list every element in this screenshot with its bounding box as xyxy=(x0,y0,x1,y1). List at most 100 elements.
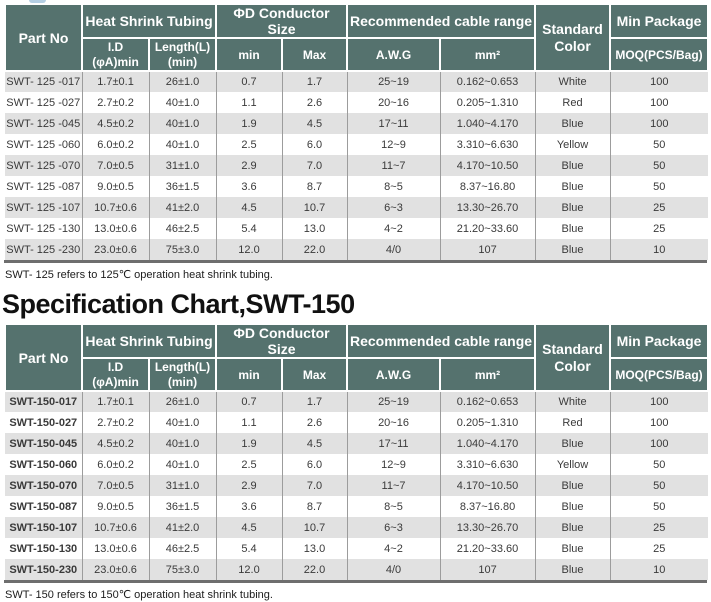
value-cell: 3.310~6.630 xyxy=(439,134,536,155)
table-row: SWT- 125 -017 1.7±0.1 26±1.0 0.7 1.7 25~19 0.1… xyxy=(5,71,709,92)
value-cell: 1.9 xyxy=(215,433,282,454)
value-cell: 0.7 xyxy=(215,71,282,92)
part-no-cell: SWT- 125 -060 xyxy=(6,138,81,151)
value-cell: 4~2 xyxy=(346,218,441,239)
part-no-cell: SWT- 125 -107 xyxy=(6,201,81,214)
length-line2: (min) xyxy=(167,54,198,69)
value-cell: 4.170~10.50 xyxy=(439,475,536,496)
table-row: SWT- 125 -230 23.0±0.6 75±3.0 12.0 22.0 4/0 10… xyxy=(5,239,709,260)
col-header-max: Max xyxy=(280,357,349,392)
table-row: SWT-150-060 6.0±0.2 40±1.0 2.5 6.0 12~9 3.310~… xyxy=(5,454,709,475)
value-cell: 17~11 xyxy=(346,113,441,134)
value-cell: 100 xyxy=(609,391,709,412)
col-header-awg: A.W.G xyxy=(346,357,442,392)
value-cell: 17~11 xyxy=(346,433,441,454)
value-cell: 0.7 xyxy=(215,391,282,412)
part-no-cell: SWT- 125 -017 xyxy=(6,76,81,88)
table-row: SWT-150-027 2.7±0.2 40±1.0 1.1 2.6 20~16 0.205… xyxy=(5,412,709,433)
value-cell: 12.0 xyxy=(215,559,282,580)
value-cell: Yellow xyxy=(534,134,611,155)
id-line1: I.D xyxy=(107,360,124,375)
value-cell: 23.0±0.6 xyxy=(81,559,149,580)
value-cell: 22.0 xyxy=(281,239,348,260)
value-cell: 100 xyxy=(609,92,709,113)
id-line2: (φA)min xyxy=(92,54,139,69)
value-cell: 31±1.0 xyxy=(148,475,216,496)
col-header-part-no: Part No xyxy=(4,3,83,72)
value-cell: 8.7 xyxy=(281,176,348,197)
value-cell: 40±1.0 xyxy=(148,113,216,134)
swt-150-table-body: SWT-150-017 1.7±0.1 26±1.0 0.7 1.7 25~19 0.162… xyxy=(5,391,709,580)
value-cell: Red xyxy=(534,412,611,433)
value-cell: 4.5 xyxy=(215,197,282,218)
value-cell: Blue xyxy=(534,155,611,176)
value-cell: 4~2 xyxy=(346,538,441,559)
value-cell: 1.040~4.170 xyxy=(439,433,536,454)
table-row: SWT-150-070 7.0±0.5 31±1.0 2.9 7.0 11~7 4.170~… xyxy=(5,475,709,496)
value-cell: 4.5 xyxy=(215,517,282,538)
value-cell: 1.1 xyxy=(215,412,282,433)
part-no-cell: SWT- 125 -230 xyxy=(6,243,81,256)
table-row: SWT- 125 -107 10.7±0.6 41±2.0 4.5 10.7 6~3 13.… xyxy=(5,197,709,218)
value-cell: 2.9 xyxy=(215,475,282,496)
value-cell: 9.0±0.5 xyxy=(81,176,149,197)
value-cell: 107 xyxy=(439,559,536,580)
value-cell: 1.7±0.1 xyxy=(81,391,149,412)
col-header-awg: A.W.G xyxy=(346,37,442,72)
value-cell: 3.6 xyxy=(215,496,282,517)
value-cell: 10.7±0.6 xyxy=(81,517,149,538)
value-cell: 10 xyxy=(609,559,709,580)
id-line2: (φA)min xyxy=(92,374,139,389)
value-cell: 5.4 xyxy=(215,538,282,559)
value-cell: 13.0±0.6 xyxy=(81,218,149,239)
table-row: SWT- 125 -087 9.0±0.5 36±1.5 3.6 8.7 8~5 8.37~… xyxy=(5,176,709,197)
value-cell: 1.1 xyxy=(215,92,282,113)
value-cell: Blue xyxy=(534,496,611,517)
value-cell: Blue xyxy=(534,559,611,580)
value-cell: 0.205~1.310 xyxy=(439,412,536,433)
table-row: SWT-150-107 10.7±0.6 41±2.0 4.5 10.7 6~3 13.30… xyxy=(5,517,709,538)
part-no-cell: SWT-150-070 xyxy=(9,479,78,492)
value-cell: 20~16 xyxy=(346,412,441,433)
value-cell: 21.20~33.60 xyxy=(439,218,536,239)
value-cell: 4.5±0.2 xyxy=(81,433,149,454)
value-cell: 40±1.0 xyxy=(148,134,216,155)
part-no-cell: SWT- 125 -130 xyxy=(6,222,81,235)
value-cell: Red xyxy=(534,92,611,113)
value-cell: Blue xyxy=(534,113,611,134)
value-cell: Blue xyxy=(534,538,611,559)
value-cell: 10.7±0.6 xyxy=(81,197,149,218)
part-no-cell: SWT- 125 -027 xyxy=(6,96,81,109)
value-cell: 6~3 xyxy=(346,517,441,538)
swt-125-table-header: Part No Heat Shrink Tubing ΦD Conductor … xyxy=(4,3,710,72)
col-group-heat-shrink-tubing: Heat Shrink Tubing xyxy=(81,3,217,39)
part-no-cell: SWT-150-045 xyxy=(9,437,78,450)
value-cell: 7.0±0.5 xyxy=(81,475,149,496)
value-cell: 8.7 xyxy=(281,496,348,517)
value-cell: White xyxy=(534,71,611,92)
col-header-mm2: mm² xyxy=(439,357,537,392)
value-cell: 7.0 xyxy=(281,155,348,176)
value-cell: 41±2.0 xyxy=(148,197,216,218)
swt-150-spec-table: Part No Heat Shrink Tubing ΦD Conductor … xyxy=(4,323,710,580)
swt-150-table-header: Part No Heat Shrink Tubing ΦD Conductor … xyxy=(4,323,710,392)
value-cell: 6.0 xyxy=(281,454,348,475)
col-group-cable-range: Recommended cable range xyxy=(346,3,537,39)
value-cell: 46±2.5 xyxy=(148,218,216,239)
value-cell: 11~7 xyxy=(346,155,441,176)
swt-125-footnote: SWT- 125 refers to 125℃ operation heat s… xyxy=(5,269,273,281)
table-row: SWT- 125 -070 7.0±0.5 31±1.0 2.9 7.0 11~7 4.17… xyxy=(5,155,709,176)
value-cell: 8~5 xyxy=(346,496,441,517)
value-cell: 25 xyxy=(609,538,709,559)
value-cell: 50 xyxy=(609,454,709,475)
col-header-length: Length(L) (min) xyxy=(148,37,217,72)
value-cell: Blue xyxy=(534,517,611,538)
col-header-standard-color: Standard Color xyxy=(534,323,612,392)
value-cell: 100 xyxy=(609,71,709,92)
table-row: SWT- 125 -045 4.5±0.2 40±1.0 1.9 4.5 17~11 1.0… xyxy=(5,113,709,134)
length-line1: Length(L) xyxy=(154,40,211,55)
value-cell: 8.37~16.80 xyxy=(439,176,536,197)
col-header-part-no: Part No xyxy=(4,323,83,392)
value-cell: 22.0 xyxy=(281,559,348,580)
value-cell: 12~9 xyxy=(346,454,441,475)
